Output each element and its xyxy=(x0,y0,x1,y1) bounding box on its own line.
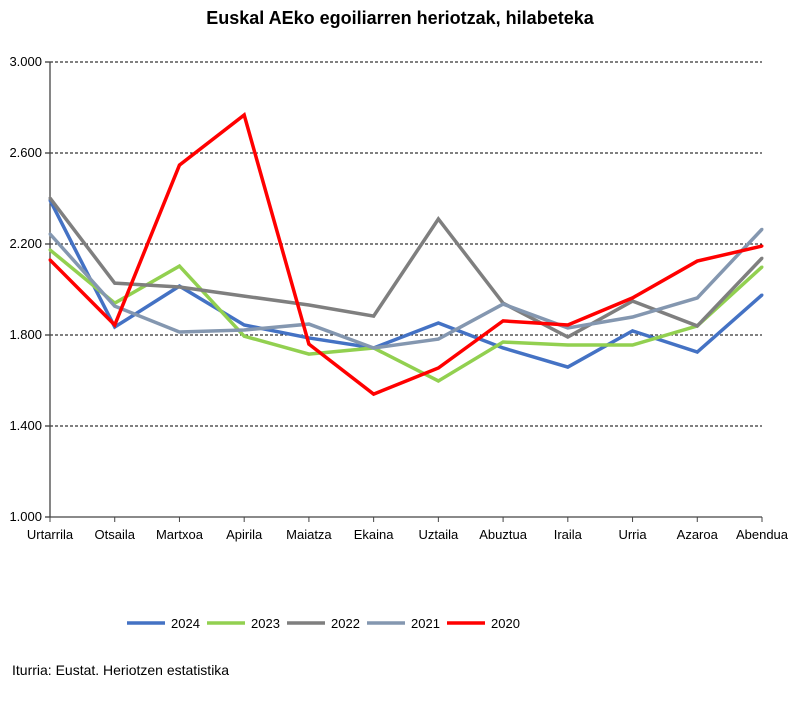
x-tick-label: Apirila xyxy=(226,527,263,542)
series-line-2024 xyxy=(48,199,764,369)
data-point-2022 xyxy=(372,314,376,318)
y-tick-label: 2.200 xyxy=(9,236,42,251)
series-line-2022 xyxy=(48,196,764,340)
line-chart: 1.000 1.400 1.800 2.200 2.600 3.000 Urtarrila O… xyxy=(9,54,789,631)
legend-label: 2020 xyxy=(491,616,520,631)
data-point-2022 xyxy=(242,294,246,298)
chart-title: Euskal AEko egoiliarren heriotzak, hilab… xyxy=(206,8,594,28)
data-point-2024 xyxy=(242,323,246,327)
y-tick-label: 1.400 xyxy=(9,418,42,433)
data-point-2021 xyxy=(242,328,246,332)
data-point-2024 xyxy=(566,365,570,369)
data-point-2022 xyxy=(695,324,699,328)
data-point-2022 xyxy=(436,217,440,221)
data-point-2020 xyxy=(307,342,311,346)
data-point-2020 xyxy=(177,163,181,167)
x-tick-label: Urria xyxy=(618,527,647,542)
data-point-2022 xyxy=(307,303,311,307)
data-point-2024 xyxy=(631,329,635,333)
legend-label: 2022 xyxy=(331,616,360,631)
data-point-2024 xyxy=(501,346,505,350)
data-point-2020 xyxy=(501,319,505,323)
series-line-2023 xyxy=(48,248,764,383)
data-point-2023 xyxy=(501,340,505,344)
y-tick-label: 1.800 xyxy=(9,327,42,342)
data-point-2021 xyxy=(631,315,635,319)
data-point-2024 xyxy=(695,350,699,354)
data-point-2024 xyxy=(436,321,440,325)
data-point-2024 xyxy=(760,293,764,297)
data-point-2023 xyxy=(242,334,246,338)
data-point-2020 xyxy=(48,258,52,262)
data-point-2022 xyxy=(631,299,635,303)
data-point-2023 xyxy=(307,352,311,356)
data-point-2023 xyxy=(48,248,52,252)
legend-label: 2024 xyxy=(171,616,200,631)
x-tick-label: Martxoa xyxy=(156,527,204,542)
data-point-2021 xyxy=(436,337,440,341)
data-point-2022 xyxy=(566,335,570,339)
x-tick-label: Iraila xyxy=(554,527,583,542)
x-tick-label: Otsaila xyxy=(94,527,135,542)
series-line-2020 xyxy=(48,112,763,397)
data-point-2022 xyxy=(113,281,117,285)
data-point-2022 xyxy=(48,196,52,200)
x-tick-label: Abendua xyxy=(736,527,789,542)
x-tick-label: Ekaina xyxy=(354,527,395,542)
data-point-2022 xyxy=(760,256,764,260)
data-point-2023 xyxy=(631,343,635,347)
data-point-2020 xyxy=(566,323,570,327)
y-tick-label: 3.000 xyxy=(9,54,42,69)
data-point-2021 xyxy=(695,296,699,300)
data-point-2021 xyxy=(501,302,505,306)
data-point-2023 xyxy=(566,343,570,347)
data-point-2021 xyxy=(113,304,117,308)
source-note: Iturria: Eustat. Heriotzen estatistika xyxy=(12,662,230,678)
data-point-2021 xyxy=(372,346,376,350)
data-point-2023 xyxy=(760,265,764,269)
x-tick-label: Urtarrila xyxy=(27,527,74,542)
data-point-2022 xyxy=(177,285,181,289)
x-tick-label: Azaroa xyxy=(677,527,719,542)
data-point-2020 xyxy=(631,296,635,300)
data-point-2020 xyxy=(436,366,440,370)
data-point-2021 xyxy=(760,227,764,231)
data-point-2020 xyxy=(242,113,246,117)
legend-label: 2023 xyxy=(251,616,280,631)
data-point-2023 xyxy=(177,264,181,268)
data-point-2021 xyxy=(48,232,52,236)
data-point-2023 xyxy=(436,379,440,383)
legend-label: 2021 xyxy=(411,616,440,631)
y-tick-label: 2.600 xyxy=(9,145,42,160)
data-point-2021 xyxy=(566,326,570,330)
data-point-2021 xyxy=(307,322,311,326)
data-point-2020 xyxy=(695,259,699,263)
data-point-2021 xyxy=(177,330,181,334)
x-tick-label: Abuztua xyxy=(479,527,527,542)
data-point-2020 xyxy=(113,323,117,327)
x-tick-label: Maiatza xyxy=(286,527,332,542)
data-point-2020 xyxy=(760,244,764,248)
y-tick-label: 1.000 xyxy=(9,509,42,524)
x-tick-label: Uztaila xyxy=(418,527,459,542)
data-point-2020 xyxy=(372,392,376,396)
series-line-2021 xyxy=(48,228,764,350)
